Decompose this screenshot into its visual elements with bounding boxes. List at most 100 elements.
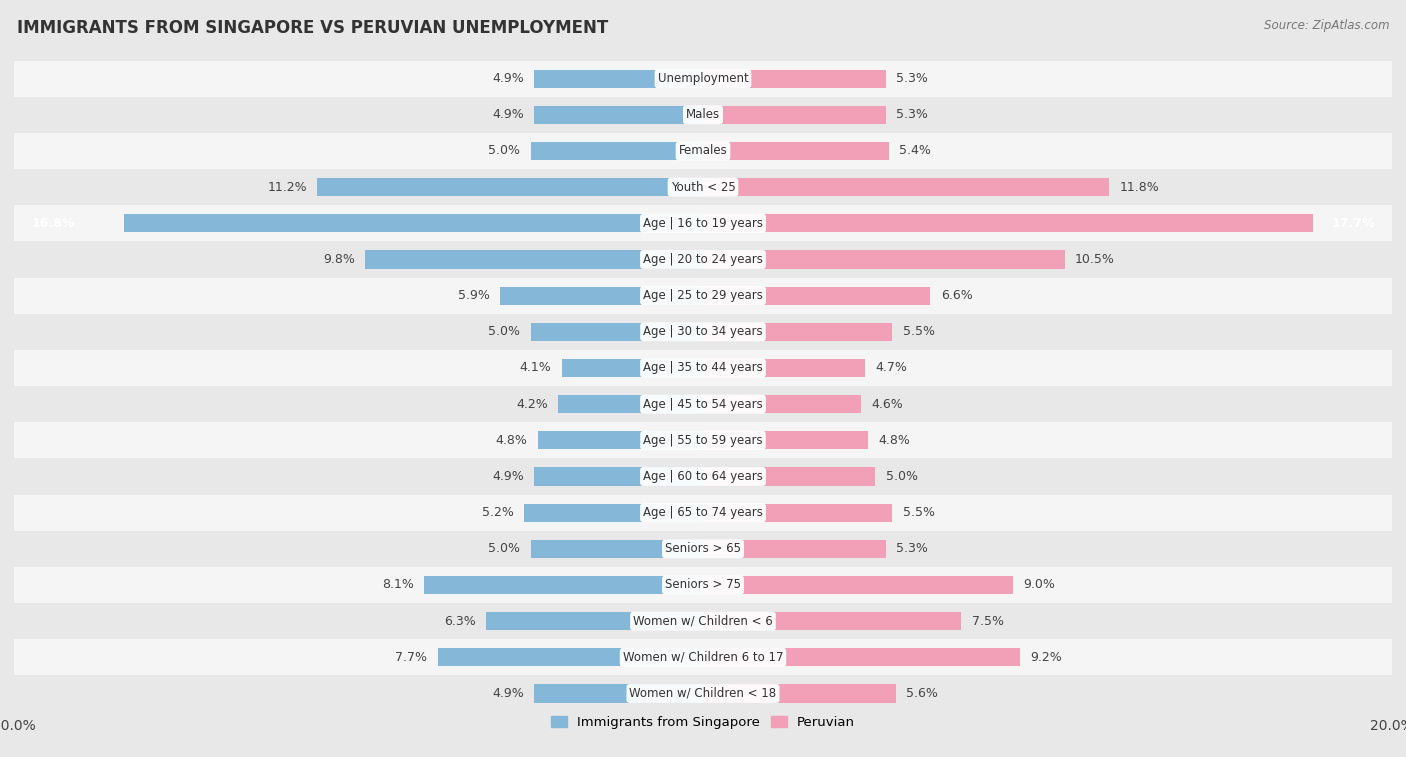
Text: 11.8%: 11.8% — [1119, 181, 1160, 194]
Bar — [14, 422, 1392, 459]
Bar — [703, 684, 896, 702]
Bar — [531, 142, 703, 160]
Bar — [14, 350, 1392, 386]
Text: Youth < 25: Youth < 25 — [671, 181, 735, 194]
Bar — [14, 494, 1392, 531]
Bar — [703, 251, 1064, 269]
Text: 4.6%: 4.6% — [872, 397, 904, 410]
Bar — [534, 467, 703, 485]
Bar — [14, 205, 1392, 241]
Text: 4.8%: 4.8% — [495, 434, 527, 447]
Text: Source: ZipAtlas.com: Source: ZipAtlas.com — [1264, 19, 1389, 32]
Bar — [703, 70, 886, 88]
Text: Age | 55 to 59 years: Age | 55 to 59 years — [643, 434, 763, 447]
Bar — [14, 241, 1392, 278]
Bar — [534, 70, 703, 88]
Legend: Immigrants from Singapore, Peruvian: Immigrants from Singapore, Peruvian — [546, 711, 860, 734]
Text: Women w/ Children < 18: Women w/ Children < 18 — [630, 687, 776, 700]
Bar — [703, 503, 893, 522]
Text: 10.5%: 10.5% — [1076, 253, 1115, 266]
Bar — [499, 287, 703, 304]
Text: Age | 45 to 54 years: Age | 45 to 54 years — [643, 397, 763, 410]
Text: 4.9%: 4.9% — [492, 72, 524, 85]
Bar — [558, 395, 703, 413]
Text: 5.9%: 5.9% — [457, 289, 489, 302]
Bar — [703, 431, 869, 450]
Bar — [14, 386, 1392, 422]
Text: 5.0%: 5.0% — [488, 326, 520, 338]
Bar — [14, 459, 1392, 494]
Bar — [703, 287, 931, 304]
Bar — [425, 576, 703, 594]
Text: 4.9%: 4.9% — [492, 470, 524, 483]
Text: 5.2%: 5.2% — [482, 506, 513, 519]
Text: Age | 30 to 34 years: Age | 30 to 34 years — [643, 326, 763, 338]
Text: 9.8%: 9.8% — [323, 253, 356, 266]
Bar — [366, 251, 703, 269]
Bar — [486, 612, 703, 630]
Text: 6.3%: 6.3% — [444, 615, 475, 628]
Bar — [14, 639, 1392, 675]
Text: 5.0%: 5.0% — [488, 145, 520, 157]
Bar — [14, 133, 1392, 169]
Bar — [703, 395, 862, 413]
Bar — [537, 431, 703, 450]
Bar — [14, 97, 1392, 133]
Text: 7.5%: 7.5% — [972, 615, 1004, 628]
Bar — [562, 359, 703, 377]
Text: Women w/ Children < 6: Women w/ Children < 6 — [633, 615, 773, 628]
Text: Seniors > 65: Seniors > 65 — [665, 542, 741, 556]
Bar — [534, 684, 703, 702]
Text: 17.7%: 17.7% — [1331, 217, 1375, 230]
Text: Males: Males — [686, 108, 720, 121]
Bar — [524, 503, 703, 522]
Bar — [124, 214, 703, 232]
Bar — [534, 106, 703, 124]
Text: 8.1%: 8.1% — [382, 578, 413, 591]
Bar — [14, 603, 1392, 639]
Bar — [531, 540, 703, 558]
Bar — [703, 359, 865, 377]
Text: Women w/ Children 6 to 17: Women w/ Children 6 to 17 — [623, 651, 783, 664]
Text: Age | 16 to 19 years: Age | 16 to 19 years — [643, 217, 763, 230]
Bar — [703, 540, 886, 558]
Bar — [14, 278, 1392, 313]
Bar — [14, 61, 1392, 97]
Bar — [703, 142, 889, 160]
Text: 5.4%: 5.4% — [900, 145, 931, 157]
Text: 9.0%: 9.0% — [1024, 578, 1056, 591]
Bar — [14, 567, 1392, 603]
Bar — [318, 178, 703, 196]
Text: 9.2%: 9.2% — [1031, 651, 1062, 664]
Text: 4.8%: 4.8% — [879, 434, 911, 447]
Text: 5.6%: 5.6% — [907, 687, 938, 700]
Text: 5.5%: 5.5% — [903, 506, 935, 519]
Bar — [703, 106, 886, 124]
Text: 5.5%: 5.5% — [903, 326, 935, 338]
Text: Unemployment: Unemployment — [658, 72, 748, 85]
Text: 6.6%: 6.6% — [941, 289, 973, 302]
Text: Age | 60 to 64 years: Age | 60 to 64 years — [643, 470, 763, 483]
Text: Age | 35 to 44 years: Age | 35 to 44 years — [643, 362, 763, 375]
Bar — [703, 576, 1012, 594]
Bar — [14, 675, 1392, 712]
Bar — [14, 169, 1392, 205]
Text: 5.3%: 5.3% — [896, 542, 928, 556]
Bar — [703, 648, 1019, 666]
Text: Females: Females — [679, 145, 727, 157]
Text: Age | 65 to 74 years: Age | 65 to 74 years — [643, 506, 763, 519]
Text: Age | 20 to 24 years: Age | 20 to 24 years — [643, 253, 763, 266]
Text: 5.0%: 5.0% — [488, 542, 520, 556]
Text: 16.8%: 16.8% — [31, 217, 75, 230]
Text: 4.1%: 4.1% — [520, 362, 551, 375]
Bar — [703, 467, 875, 485]
Text: IMMIGRANTS FROM SINGAPORE VS PERUVIAN UNEMPLOYMENT: IMMIGRANTS FROM SINGAPORE VS PERUVIAN UN… — [17, 19, 609, 37]
Text: 4.9%: 4.9% — [492, 687, 524, 700]
Text: 5.3%: 5.3% — [896, 72, 928, 85]
Bar — [14, 531, 1392, 567]
Bar — [703, 612, 962, 630]
Text: 4.2%: 4.2% — [516, 397, 548, 410]
Bar — [703, 322, 893, 341]
Bar — [703, 178, 1109, 196]
Text: 4.9%: 4.9% — [492, 108, 524, 121]
